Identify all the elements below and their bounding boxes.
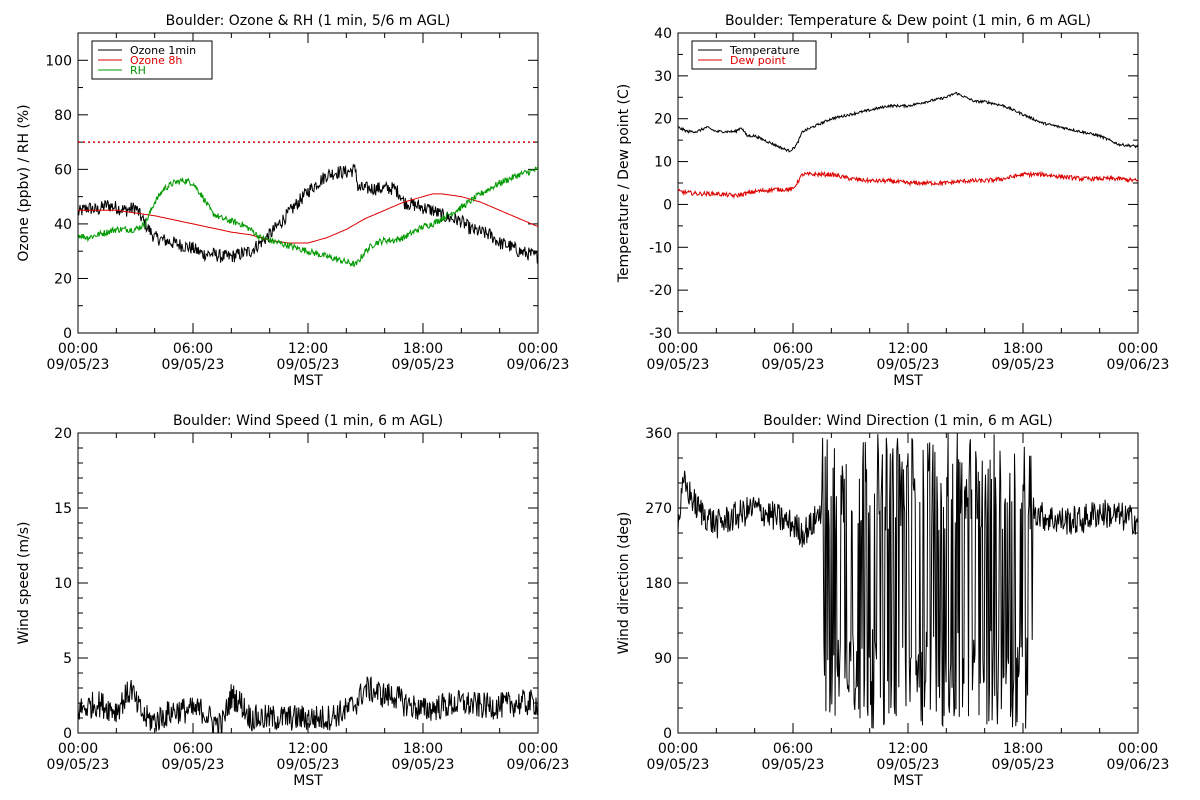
- series-line-dew-point: [678, 170, 1138, 200]
- y-tick-label: 0: [63, 726, 72, 742]
- x-axis-label: MST: [293, 373, 323, 389]
- chart-dir: Boulder: Wind Direction (1 min, 6 m AGL)…: [616, 413, 1169, 789]
- x-tick-date-label: 09/06/23: [507, 757, 570, 773]
- y-tick-label: 5: [63, 651, 72, 667]
- chart-temp: Boulder: Temperature & Dew point (1 min,…: [616, 13, 1169, 389]
- y-tick-label: 20: [54, 426, 72, 442]
- x-tick-time-label: 00:00: [658, 341, 698, 357]
- x-tick-date-label: 09/05/23: [392, 757, 455, 773]
- x-tick-time-label: 00:00: [1118, 741, 1158, 757]
- x-tick-time-label: 06:00: [173, 741, 213, 757]
- x-tick-time-label: 18:00: [403, 341, 443, 357]
- x-tick-date-label: 09/06/23: [1107, 357, 1170, 373]
- y-tick-label: 20: [54, 271, 72, 287]
- legend-label: Ozone 8h: [130, 54, 182, 67]
- series-line-0: [678, 433, 1138, 729]
- x-axis-label: MST: [893, 773, 923, 789]
- x-tick-time-label: 12:00: [288, 741, 328, 757]
- y-axis-label: Ozone (ppbv) / RH (%): [16, 104, 32, 261]
- y-axis-label: Wind direction (deg): [616, 512, 632, 655]
- y-tick-label: 40: [54, 217, 72, 233]
- y-tick-label: 80: [54, 108, 72, 124]
- chart-title: Boulder: Wind Direction (1 min, 6 m AGL): [763, 413, 1052, 429]
- series-line-rh: [78, 166, 538, 268]
- x-tick-date-label: 09/06/23: [1107, 757, 1170, 773]
- y-tick-label: 40: [654, 26, 672, 42]
- x-tick-date-label: 09/06/23: [507, 357, 570, 373]
- x-tick-date-label: 09/05/23: [877, 757, 940, 773]
- y-tick-label: 60: [54, 162, 72, 178]
- y-tick-label: 100: [45, 53, 72, 69]
- y-tick-label: -20: [649, 283, 672, 299]
- x-tick-time-label: 18:00: [403, 741, 443, 757]
- y-tick-label: 10: [654, 155, 672, 171]
- series-line-0: [78, 676, 538, 733]
- x-tick-time-label: 00:00: [58, 741, 98, 757]
- legend-label: Ozone 1min: [130, 44, 196, 57]
- x-tick-date-label: 09/05/23: [47, 757, 110, 773]
- chart-speed: Boulder: Wind Speed (1 min, 6 m AGL) 0 5 10…: [16, 413, 569, 789]
- x-tick-date-label: 09/05/23: [392, 357, 455, 373]
- x-tick-date-label: 09/05/23: [877, 357, 940, 373]
- x-tick-date-label: 09/05/23: [992, 357, 1055, 373]
- y-tick-label: 90: [654, 651, 672, 667]
- x-axis-label: MST: [293, 773, 323, 789]
- chart-title: Boulder: Temperature & Dew point (1 min,…: [725, 13, 1091, 29]
- y-tick-label: 270: [645, 501, 672, 517]
- y-tick-label: 0: [63, 326, 72, 342]
- x-tick-time-label: 00:00: [1118, 341, 1158, 357]
- x-tick-time-label: 06:00: [773, 341, 813, 357]
- x-tick-time-label: 00:00: [58, 341, 98, 357]
- y-tick-label: 30: [654, 69, 672, 85]
- y-axis-label: Temperature / Dew point (C): [616, 84, 632, 283]
- x-tick-time-label: 06:00: [173, 341, 213, 357]
- chart-title: Boulder: Wind Speed (1 min, 6 m AGL): [173, 413, 443, 429]
- series-line-ozone-8h: [78, 193, 538, 244]
- x-tick-time-label: 00:00: [518, 341, 558, 357]
- y-tick-label: 15: [54, 501, 72, 517]
- legend-label: Temperature: [729, 44, 800, 57]
- y-tick-label: -10: [649, 240, 672, 256]
- x-tick-date-label: 09/05/23: [647, 357, 710, 373]
- y-tick-label: 360: [645, 426, 672, 442]
- x-tick-date-label: 09/05/23: [47, 357, 110, 373]
- x-tick-time-label: 18:00: [1003, 741, 1043, 757]
- series-line-temperature: [678, 91, 1138, 153]
- x-tick-time-label: 18:00: [1003, 341, 1043, 357]
- y-tick-label: 180: [645, 576, 672, 592]
- x-tick-time-label: 00:00: [658, 741, 698, 757]
- x-axis-label: MST: [893, 373, 923, 389]
- legend-label: Dew point: [730, 54, 786, 67]
- series-line-ozone-1min: [78, 163, 538, 264]
- x-tick-date-label: 09/05/23: [277, 757, 340, 773]
- x-tick-date-label: 09/05/23: [762, 357, 825, 373]
- y-tick-label: -30: [649, 326, 672, 342]
- x-tick-date-label: 09/05/23: [162, 757, 225, 773]
- y-tick-label: 20: [654, 112, 672, 128]
- y-tick-label: 10: [54, 576, 72, 592]
- x-tick-time-label: 00:00: [518, 741, 558, 757]
- y-tick-label: 0: [663, 726, 672, 742]
- y-axis-label: Wind speed (m/s): [16, 522, 32, 645]
- legend-box: [691, 40, 817, 70]
- x-tick-date-label: 09/05/23: [992, 757, 1055, 773]
- x-tick-time-label: 12:00: [888, 741, 928, 757]
- legend-label: RH: [130, 64, 146, 77]
- x-tick-date-label: 09/05/23: [762, 757, 825, 773]
- chart-ozone: Boulder: Ozone & RH (1 min, 5/6 m AGL) 0 2…: [16, 13, 569, 389]
- x-tick-date-label: 09/05/23: [277, 357, 340, 373]
- chart-title: Boulder: Ozone & RH (1 min, 5/6 m AGL): [166, 13, 451, 29]
- x-tick-date-label: 09/05/23: [647, 757, 710, 773]
- x-tick-date-label: 09/05/23: [162, 357, 225, 373]
- x-tick-time-label: 06:00: [773, 741, 813, 757]
- x-tick-time-label: 12:00: [288, 341, 328, 357]
- y-tick-label: 0: [663, 197, 672, 213]
- x-tick-time-label: 12:00: [888, 341, 928, 357]
